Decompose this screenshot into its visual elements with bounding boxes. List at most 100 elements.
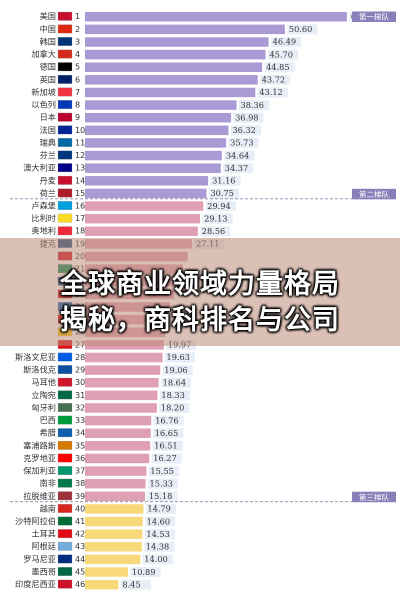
country-flag-icon <box>57 390 73 400</box>
country-flag-icon <box>57 377 73 387</box>
country-label: 南非 <box>40 478 56 488</box>
tier-badge <box>352 188 396 200</box>
value-label-box <box>223 163 254 174</box>
bar <box>85 49 266 60</box>
bar <box>85 352 163 363</box>
value-label-box <box>130 567 161 578</box>
value-label-box <box>159 390 190 401</box>
value-label-box <box>161 377 192 388</box>
country-flag-icon <box>57 11 73 21</box>
bar <box>85 504 144 514</box>
value-label-box <box>224 150 255 161</box>
value-label: 46.49 <box>273 37 296 47</box>
country-flag-icon <box>57 100 73 109</box>
country-flag-icon <box>57 150 73 160</box>
value-label-box <box>208 188 239 199</box>
bar <box>85 529 143 539</box>
value-label-box <box>142 554 173 565</box>
rank-label: 43 <box>75 542 85 551</box>
country-label: 斯洛文尼亚 <box>15 352 56 362</box>
country-flag-icon <box>57 62 73 72</box>
bar <box>85 37 269 47</box>
value-label: 45.70 <box>270 49 293 59</box>
value-label: 18.64 <box>163 377 186 387</box>
bar <box>85 441 151 451</box>
tier-badge <box>352 491 396 503</box>
value-label-box <box>145 503 176 514</box>
country-label: 韩国 <box>40 36 56 46</box>
rank-label: 11 <box>75 138 85 147</box>
rank-label: 44 <box>75 555 85 564</box>
value-label: 35.73 <box>230 138 253 148</box>
country-label: 中国 <box>40 24 56 34</box>
value-label-box <box>153 415 184 426</box>
value-label: 15.55 <box>150 466 173 476</box>
rank-label: 7 <box>75 88 80 97</box>
country-label: 阿根廷 <box>31 541 56 551</box>
bar <box>85 478 146 489</box>
value-label-box <box>147 491 178 502</box>
bar <box>85 554 141 565</box>
value-label-box <box>159 403 190 414</box>
rank-label: 30 <box>75 378 85 387</box>
rank-label: 12 <box>75 151 85 160</box>
country-label: 荷兰 <box>40 188 56 198</box>
rank-label: 46 <box>75 580 85 589</box>
country-flag-icon <box>57 415 73 425</box>
country-label: 保加利亚 <box>23 466 56 476</box>
country-flag-icon <box>57 201 73 210</box>
bar <box>85 12 347 22</box>
bar <box>85 24 285 35</box>
bar <box>85 567 129 577</box>
country-flag-icon <box>57 403 73 412</box>
value-label: 44.85 <box>266 62 289 72</box>
value-label: 18.33 <box>161 390 184 400</box>
country-flag-icon <box>57 87 73 97</box>
headline-line-1: 全球商业领域力量格局 <box>60 269 340 300</box>
value-label: 14.79 <box>147 504 170 514</box>
rank-label: 36 <box>75 454 85 463</box>
country-label: 斯洛伐克 <box>23 365 56 375</box>
value-label: 15.33 <box>150 478 173 488</box>
value-label-box <box>233 112 264 123</box>
country-flag-icon <box>57 504 73 513</box>
rank-label: 8 <box>75 101 80 110</box>
rank-label: 45 <box>75 567 85 576</box>
value-label: 10.89 <box>132 567 155 577</box>
value-label-box <box>271 37 302 48</box>
rank-label: 42 <box>75 530 85 539</box>
bar <box>85 138 227 148</box>
headline-line-2: 揭秘，商科排名与公司 <box>60 305 340 336</box>
country-label: 新加坡 <box>31 87 56 97</box>
country-label: 比利时 <box>31 213 56 223</box>
value-label: 38.36 <box>241 100 264 110</box>
value-label-box <box>264 62 295 73</box>
bar <box>85 62 263 72</box>
country-flag-icon <box>57 226 73 236</box>
value-label-box <box>210 175 241 186</box>
value-label-box <box>152 440 183 451</box>
bar <box>85 87 256 98</box>
value-label: 16.65 <box>155 428 178 438</box>
rank-label: 1 <box>75 12 80 21</box>
value-label: 36.32 <box>232 125 255 135</box>
tier-badge-label: 第二梯队 <box>359 189 389 199</box>
country-flag-icon <box>57 579 73 589</box>
country-label: 马耳他 <box>31 377 56 387</box>
value-label: 16.76 <box>155 415 178 425</box>
rank-label: 2 <box>75 25 80 34</box>
bar <box>85 491 145 502</box>
value-label: 43.72 <box>262 75 285 85</box>
value-label: 8.45 <box>122 579 140 589</box>
value-label-box <box>260 74 291 85</box>
value-label-box <box>287 24 318 35</box>
bar <box>85 150 222 161</box>
country-flag-icon <box>57 138 73 147</box>
country-label: 希腊 <box>40 428 56 438</box>
country-flag-icon <box>57 188 73 198</box>
country-flag-icon <box>57 163 73 173</box>
rank-label: 17 <box>75 214 85 223</box>
country-label: 沙特阿拉伯 <box>15 516 56 526</box>
country-flag-icon <box>57 529 73 539</box>
value-label: 28.56 <box>202 226 225 236</box>
